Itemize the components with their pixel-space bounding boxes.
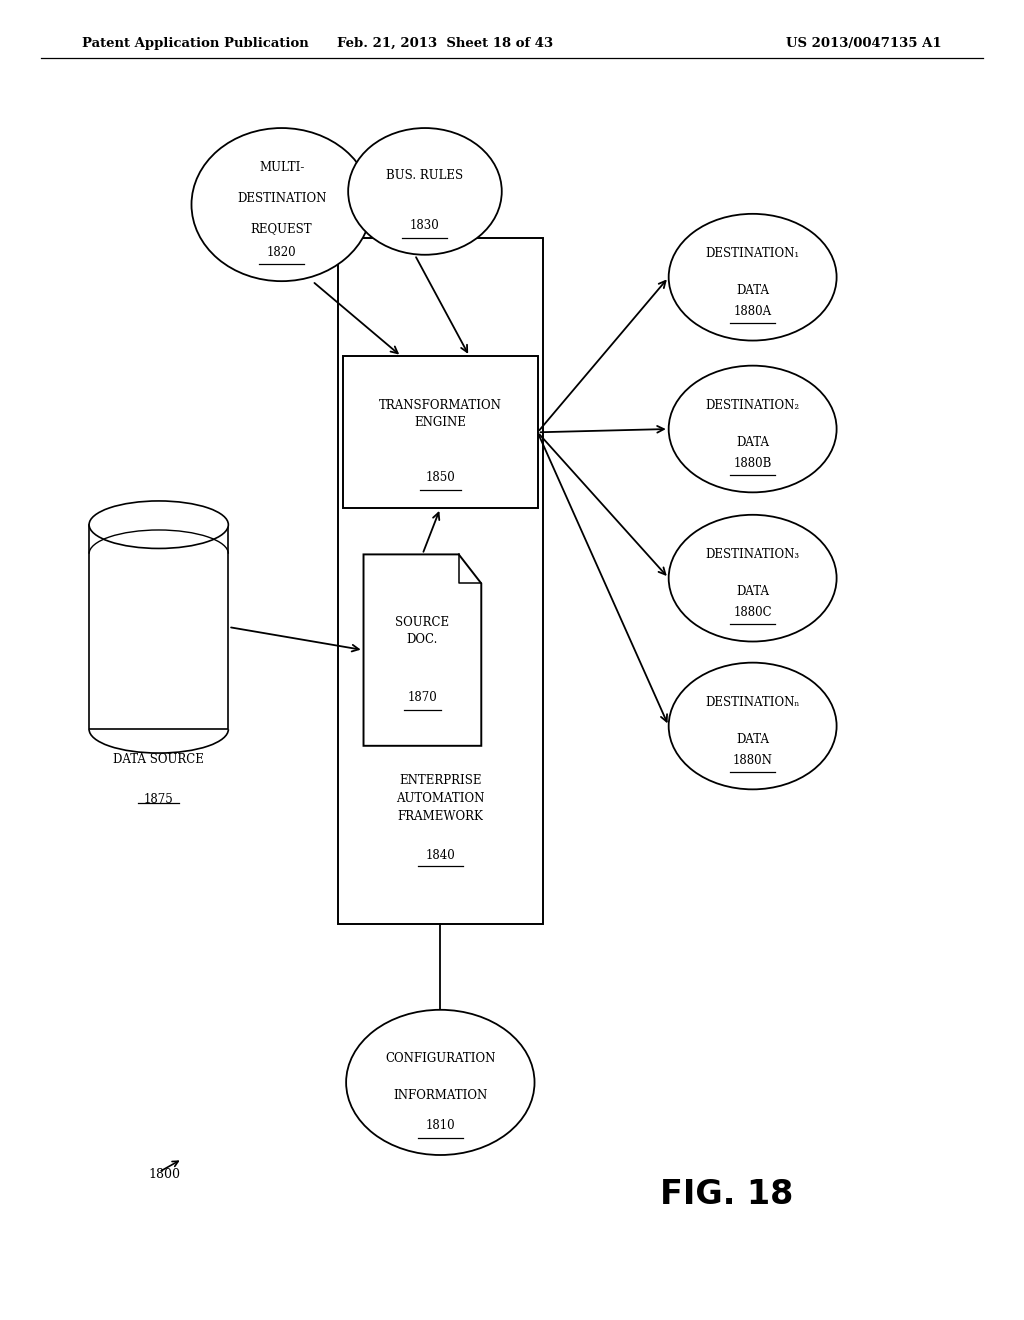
Text: 1880A: 1880A [733,305,772,318]
Bar [89,524,228,729]
Text: 1820: 1820 [267,246,296,259]
Text: DATA: DATA [736,585,769,598]
Text: SOURCE
DOC.: SOURCE DOC. [395,616,450,645]
Ellipse shape [669,515,837,642]
Bar [338,238,543,924]
Text: DESTINATION: DESTINATION [237,191,327,205]
Text: DATA: DATA [736,284,769,297]
Text: DESTINATIONₙ: DESTINATIONₙ [706,696,800,709]
Bar [343,356,538,508]
Text: DATA SOURCE: DATA SOURCE [114,752,204,766]
Text: Patent Application Publication: Patent Application Publication [82,37,308,50]
Text: BUS. RULES: BUS. RULES [386,169,464,182]
Text: 1830: 1830 [410,219,440,232]
Text: REQUEST: REQUEST [251,222,312,235]
Text: ENTERPRISE
AUTOMATION
FRAMEWORK: ENTERPRISE AUTOMATION FRAMEWORK [396,774,484,824]
Text: DESTINATION₁: DESTINATION₁ [706,247,800,260]
Text: 1880N: 1880N [733,754,772,767]
Ellipse shape [669,214,837,341]
Ellipse shape [348,128,502,255]
Text: Feb. 21, 2013  Sheet 18 of 43: Feb. 21, 2013 Sheet 18 of 43 [337,37,554,50]
Text: 1850: 1850 [425,471,456,484]
Text: 1880B: 1880B [733,457,772,470]
Text: INFORMATION: INFORMATION [393,1089,487,1102]
Text: 1840: 1840 [425,849,456,862]
Text: CONFIGURATION: CONFIGURATION [385,1052,496,1065]
Text: FIG. 18: FIG. 18 [660,1177,794,1212]
Polygon shape [364,554,481,746]
Text: TRANSFORMATION
ENGINE: TRANSFORMATION ENGINE [379,399,502,429]
Text: MULTI-: MULTI- [259,161,304,174]
Ellipse shape [346,1010,535,1155]
Ellipse shape [191,128,372,281]
Ellipse shape [669,663,837,789]
Text: DESTINATION₂: DESTINATION₂ [706,399,800,412]
Text: DATA: DATA [736,733,769,746]
Text: 1800: 1800 [148,1168,180,1181]
Text: 1880C: 1880C [733,606,772,619]
Ellipse shape [89,500,228,549]
Text: 1810: 1810 [426,1119,455,1133]
Text: DATA: DATA [736,436,769,449]
Text: 1875: 1875 [143,792,174,805]
Ellipse shape [669,366,837,492]
Text: 1870: 1870 [408,692,437,705]
Text: DESTINATION₃: DESTINATION₃ [706,548,800,561]
Text: US 2013/0047135 A1: US 2013/0047135 A1 [786,37,942,50]
